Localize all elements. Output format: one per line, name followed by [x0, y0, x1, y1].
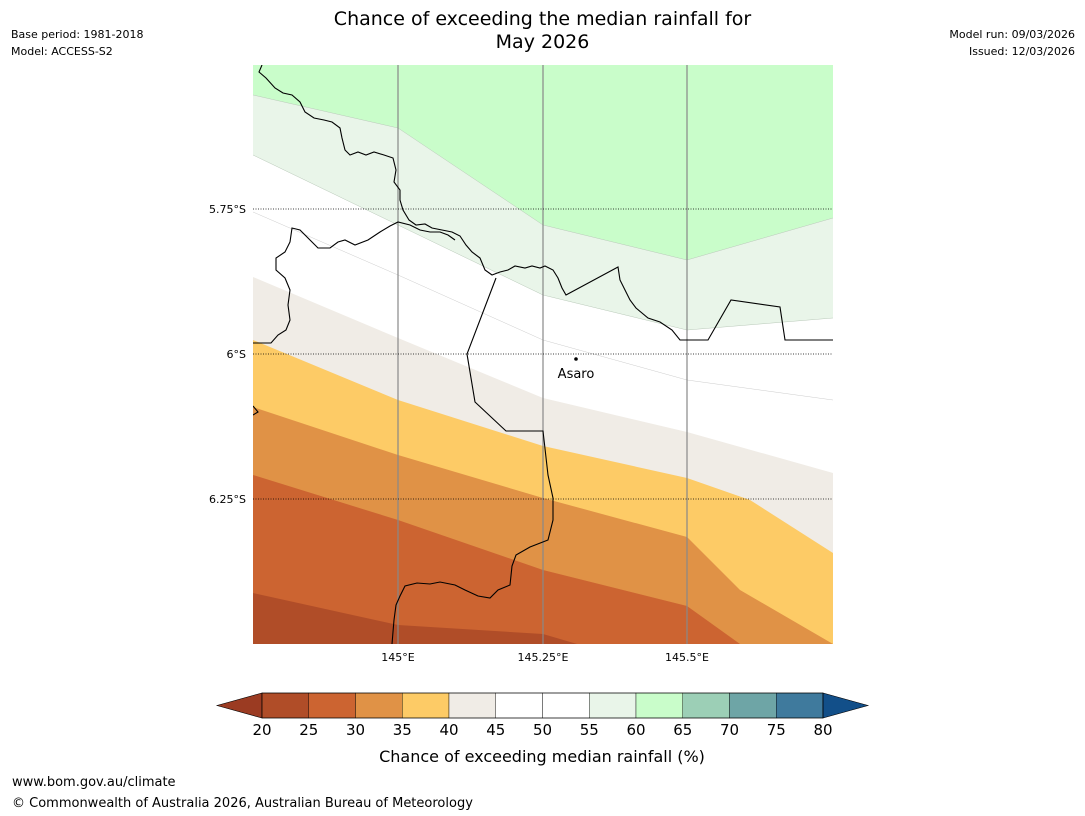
asaro-label: Asaro	[558, 367, 595, 382]
colorbar-cell	[729, 692, 777, 719]
colorbar-cell	[589, 692, 637, 719]
colorbar-tick-label: 50	[533, 721, 552, 739]
lon-label-145-25: 145.25°E	[518, 651, 569, 664]
colorbar-cell	[776, 692, 824, 719]
colorbar-tick-label: 65	[673, 721, 692, 739]
colorbar-cell	[355, 692, 403, 719]
colorbar-tick-label: 60	[626, 721, 645, 739]
colorbar-tick-label: 55	[580, 721, 599, 739]
colorbar-cell	[542, 692, 590, 719]
model-name: Model: ACCESS-S2	[11, 45, 113, 58]
map-title: Chance of exceeding the median rainfall …	[0, 8, 1085, 54]
colorbar-cell	[448, 692, 496, 719]
province-border	[253, 221, 456, 344]
colorbar-tick-label: 35	[393, 721, 412, 739]
footer-copyright: © Commonwealth of Australia 2026, Austra…	[12, 796, 473, 811]
colorbar-tick-label: 25	[299, 721, 318, 739]
asaro-marker[interactable]	[574, 357, 578, 361]
colorbar: 20 25 30 35 40 45 50 55 60 65 70 75 80 Chance of exc…	[215, 692, 870, 766]
rainfall-map[interactable]	[253, 65, 833, 644]
title-line-1: Chance of exceeding the median rainfall …	[333, 8, 752, 30]
colorbar-extend-high	[822, 692, 870, 719]
colorbar-extend-low	[215, 692, 263, 719]
colorbar-cell	[682, 692, 730, 719]
band-25-30	[253, 475, 740, 644]
issued-date: Issued: 12/03/2026	[968, 45, 1075, 58]
band-20-25	[253, 593, 577, 644]
colorbar-cell	[635, 692, 683, 719]
title-line-2: May 2026	[495, 31, 590, 53]
model-info: Base period: 1981-2018 Model: ACCESS-S2	[11, 26, 143, 60]
lon-label-145: 145°E	[381, 651, 414, 664]
colorbar-tick-label: 20	[252, 721, 271, 739]
colorbar-label: Chance of exceeding median rainfall (%)	[379, 747, 705, 766]
lat-label-5-75: 5.75°S	[209, 203, 246, 216]
run-info: Model run: 09/03/2026 Issued: 12/03/2026	[949, 26, 1075, 60]
province-border	[258, 65, 833, 341]
colorbar-tick-label: 45	[486, 721, 505, 739]
colorbar-frame	[261, 692, 824, 719]
base-period: Base period: 1981-2018	[11, 28, 144, 41]
lat-label-6-25: 6.25°S	[209, 493, 246, 506]
colorbar-tick-label: 80	[813, 721, 832, 739]
colorbar-tick-label: 70	[720, 721, 739, 739]
province-border	[391, 277, 554, 644]
lat-label-6: 6°S	[227, 348, 246, 361]
model-run-date: Model run: 09/03/2026	[949, 28, 1075, 41]
colorbar-cell	[308, 692, 356, 719]
colorbar-cell	[402, 692, 450, 719]
colorbar-cell	[495, 692, 543, 719]
colorbar-tick-label: 30	[346, 721, 365, 739]
colorbar-cell	[261, 692, 309, 719]
colorbar-tick-label: 75	[767, 721, 786, 739]
lon-label-145-5: 145.5°E	[665, 651, 709, 664]
colorbar-tick-label: 40	[439, 721, 458, 739]
footer-url[interactable]: www.bom.gov.au/climate	[12, 775, 176, 790]
province-border	[253, 405, 259, 416]
